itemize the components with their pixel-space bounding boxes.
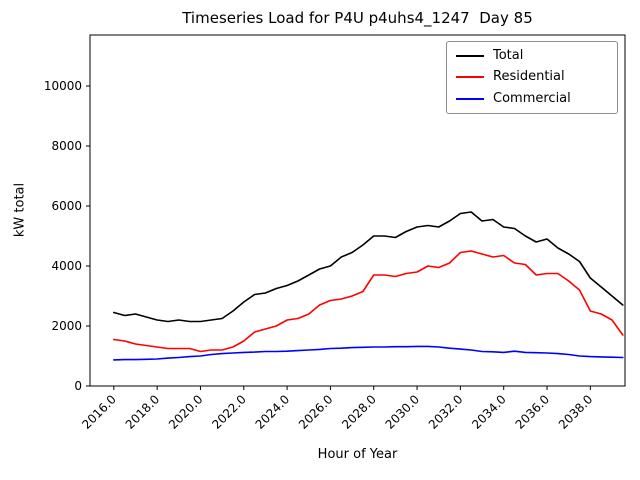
x-tick-label: 2032.0 [426,392,466,432]
chart-title: Timeseries Load for P4U p4uhs4_1247 Day … [182,9,533,27]
legend-item-commercial: Commercial [456,90,608,106]
x-tick-label: 2038.0 [556,392,596,432]
y-tick-label: 0 [74,379,82,393]
y-tick-label: 2000 [51,319,82,333]
x-tick-label: 2022.0 [209,392,249,432]
series-line-commercial [113,345,624,361]
x-tick-label: 2018.0 [123,392,163,432]
y-tick-label: 6000 [51,199,82,213]
axes-spines [89,34,626,387]
series-line-total [113,211,624,323]
legend-item-total: Total [456,48,608,63]
legend-line-swatch [456,97,484,100]
x-tick-label: 2028.0 [339,392,379,432]
x-tick-label: 2024.0 [253,392,293,432]
legend-label: Commercial [493,90,571,106]
x-tick-label: 2030.0 [383,392,423,432]
legend-label: Total [493,48,524,63]
y-tick-label: 4000 [51,259,82,273]
x-tick-label: 2036.0 [513,392,553,432]
x-tick-label: 2034.0 [469,392,509,432]
x-axis-label: Hour of Year [317,447,398,462]
y-tick-label: 8000 [51,139,82,153]
x-tick-label: 2016.0 [79,392,119,432]
legend: Total Residential Commercial [446,41,618,114]
legend-label: Residential [493,69,565,85]
y-tick-label: 10000 [44,79,82,93]
series-line-residential [113,250,624,353]
x-tick-label: 2026.0 [296,392,336,432]
x-tick-label: 2020.0 [166,392,206,432]
legend-line-swatch [456,76,484,79]
legend-line-swatch [456,55,484,58]
legend-item-residential: Residential [456,69,608,85]
y-axis-label: kW total [12,182,28,238]
